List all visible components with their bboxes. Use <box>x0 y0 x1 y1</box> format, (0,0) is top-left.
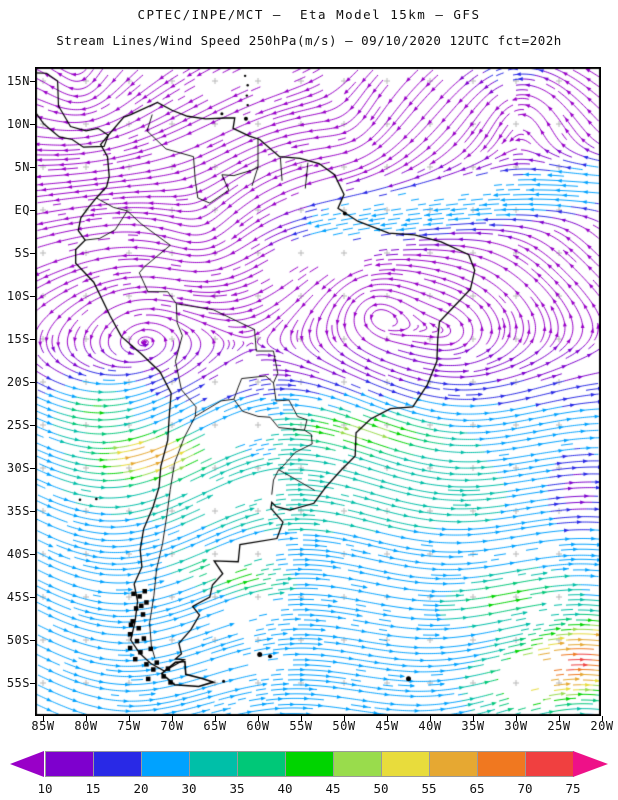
colorbar-segment <box>45 751 94 777</box>
lat-tick-label: 5S <box>14 246 30 260</box>
map-area <box>35 67 601 716</box>
page-title: CPTEC/INPE/MCT — Eta Model 15km — GFS <box>137 7 481 22</box>
lon-tick-label: 40W <box>418 719 442 733</box>
colorbar-value-label: 50 <box>373 781 389 796</box>
axis-tick-mark <box>30 295 35 297</box>
axis-tick-mark <box>386 716 388 721</box>
axis-tick-mark <box>30 80 35 82</box>
axis-tick-mark <box>30 123 35 125</box>
lat-tick-label: 10S <box>6 289 30 303</box>
colorbar-overflow-arrow-icon <box>573 751 608 777</box>
colorbar-segment <box>237 751 286 777</box>
colorbar-segment <box>285 751 334 777</box>
lat-tick-label: 20S <box>6 375 30 389</box>
colorbar-segment <box>525 751 574 777</box>
colorbar-value-label: 15 <box>85 781 101 796</box>
colorbar-value-label: 65 <box>469 781 485 796</box>
lon-tick-label: 75W <box>117 719 141 733</box>
colorbar-segment <box>477 751 526 777</box>
axis-tick-mark <box>30 639 35 641</box>
colorbar-segment <box>141 751 190 777</box>
colorbar-segment <box>189 751 238 777</box>
lon-tick-label: 55W <box>289 719 313 733</box>
lat-tick-label: 50S <box>6 633 30 647</box>
lat-tick-label: 25S <box>6 418 30 432</box>
colorbar-value-label: 75 <box>565 781 581 796</box>
axis-tick-mark <box>30 424 35 426</box>
colorbar-underflow-arrow-icon <box>10 751 44 777</box>
axis-tick-mark <box>214 716 216 721</box>
colorbar-value-label: 20 <box>133 781 149 796</box>
colorbar-segment <box>429 751 478 777</box>
lon-tick-label: 65W <box>203 719 227 733</box>
axis-tick-mark <box>42 716 44 721</box>
lon-tick-label: 30W <box>504 719 528 733</box>
axis-tick-mark <box>515 716 517 721</box>
axis-tick-mark <box>30 682 35 684</box>
lat-tick-label: 10N <box>6 117 30 131</box>
colorbar-value-label: 55 <box>421 781 437 796</box>
lon-tick-label: 45W <box>375 719 399 733</box>
colorbar-value-label: 10 <box>37 781 53 796</box>
axis-tick-mark <box>30 209 35 211</box>
lon-tick-label: 35W <box>461 719 485 733</box>
lat-tick-label: 30S <box>6 461 30 475</box>
axis-tick-mark <box>429 716 431 721</box>
colorbar-segment <box>333 751 382 777</box>
lon-tick-label: 85W <box>31 719 55 733</box>
colorbar-segment <box>381 751 430 777</box>
colorbar-value-label: 40 <box>277 781 293 796</box>
axis-tick-mark <box>601 716 603 721</box>
lat-tick-label: 15S <box>6 332 30 346</box>
axis-tick-mark <box>300 716 302 721</box>
axis-tick-mark <box>30 381 35 383</box>
lat-tick-label: 35S <box>6 504 30 518</box>
axis-tick-mark <box>171 716 173 721</box>
lon-tick-label: 70W <box>160 719 184 733</box>
axis-tick-mark <box>558 716 560 721</box>
colorbar-value-label: 30 <box>181 781 197 796</box>
lon-tick-label: 80W <box>74 719 98 733</box>
lat-tick-label: 15N <box>6 74 30 88</box>
axis-tick-mark <box>30 510 35 512</box>
axis-tick-mark <box>30 467 35 469</box>
lat-tick-label: 45S <box>6 590 30 604</box>
lon-tick-label: 25W <box>547 719 571 733</box>
axis-tick-mark <box>128 716 130 721</box>
axis-tick-mark <box>343 716 345 721</box>
axis-tick-mark <box>85 716 87 721</box>
axis-tick-mark <box>30 166 35 168</box>
axis-tick-mark <box>257 716 259 721</box>
streamline-map-canvas <box>35 67 601 716</box>
lon-tick-label: 50W <box>332 719 356 733</box>
colorbar-value-label: 70 <box>517 781 533 796</box>
axis-tick-mark <box>472 716 474 721</box>
lat-tick-label: 5N <box>14 160 30 174</box>
colorbar-segment <box>93 751 142 777</box>
axis-tick-mark <box>30 596 35 598</box>
axis-tick-mark <box>30 338 35 340</box>
wind-speed-colorbar: 10 15 20 30 35 40 45 50 55 65 70 75 <box>10 748 608 796</box>
colorbar-value-label: 45 <box>325 781 341 796</box>
colorbar-value-label: 35 <box>229 781 245 796</box>
page-subtitle: Stream Lines/Wind Speed 250hPa(m/s) — 09… <box>56 33 562 48</box>
lon-tick-label: 60W <box>246 719 270 733</box>
lat-tick-label: 55S <box>6 676 30 690</box>
lat-tick-label: EQ <box>14 203 30 217</box>
lat-tick-label: 40S <box>6 547 30 561</box>
axis-tick-mark <box>30 252 35 254</box>
axis-tick-mark <box>30 553 35 555</box>
lon-tick-label: 20W <box>590 719 614 733</box>
